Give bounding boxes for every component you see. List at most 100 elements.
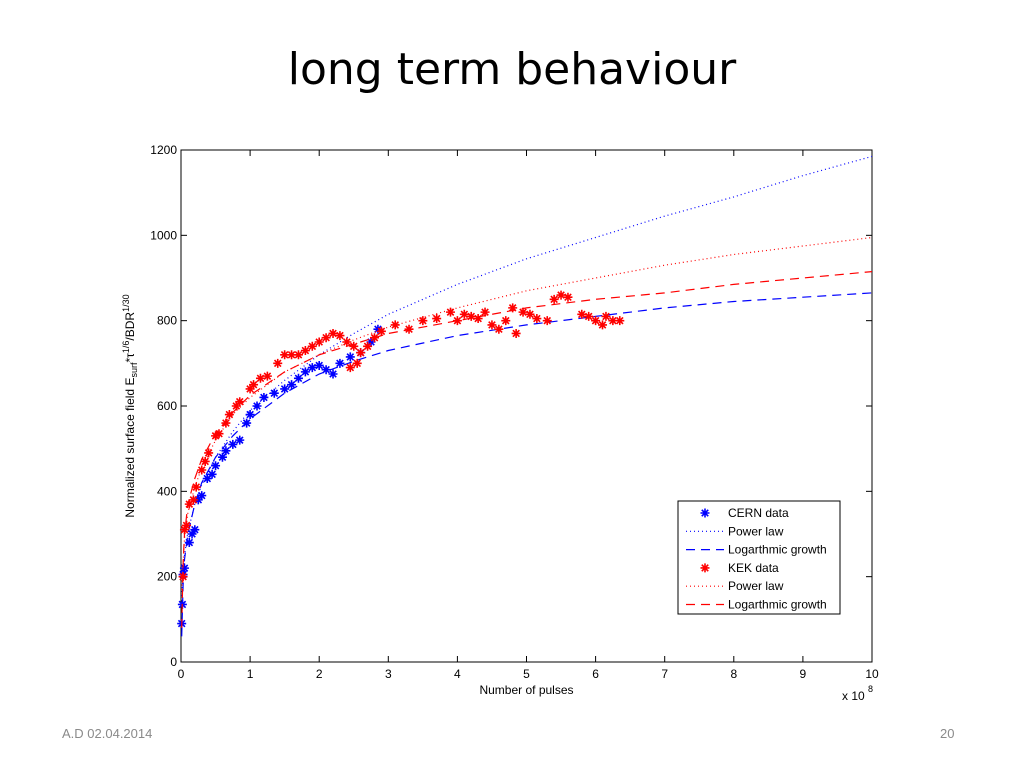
legend-swatch <box>700 508 710 518</box>
data-point <box>235 435 245 445</box>
y-axis-label: Normalized surface field Esurf*τ1/6/BDR1… <box>121 294 139 517</box>
data-point <box>494 324 504 334</box>
data-point <box>342 337 352 347</box>
data-point <box>556 290 566 300</box>
data-point <box>598 320 608 330</box>
data-point <box>217 452 227 462</box>
data-point <box>321 365 331 375</box>
series-1 <box>181 155 873 596</box>
series-line <box>181 271 873 628</box>
data-point <box>376 326 386 336</box>
data-point <box>356 348 366 358</box>
data-point <box>314 360 324 370</box>
data-point <box>418 316 428 326</box>
data-point <box>280 350 290 360</box>
data-point <box>221 418 231 428</box>
data-point <box>252 401 262 411</box>
legend-label: Logarthmic growth <box>728 543 827 557</box>
data-point <box>224 410 234 420</box>
x-axis-label: Number of pulses <box>479 683 573 697</box>
data-point <box>525 309 535 319</box>
legend-item: KEK data <box>700 561 779 575</box>
data-point <box>249 380 259 390</box>
data-point <box>245 410 255 420</box>
data-point <box>549 294 559 304</box>
data-point <box>328 369 338 379</box>
data-point <box>321 333 331 343</box>
legend-swatch <box>700 563 710 573</box>
data-point <box>345 363 355 373</box>
legend-label: KEK data <box>728 561 779 575</box>
x-tick-label: 8 <box>730 667 737 681</box>
x-tick-label: 2 <box>316 667 323 681</box>
data-point <box>563 292 573 302</box>
y-tick-label: 1200 <box>150 143 177 157</box>
x-multiplier: x 10 <box>842 689 865 703</box>
series-5 <box>181 271 873 628</box>
legend-item: Power law <box>686 579 784 593</box>
data-point <box>245 384 255 394</box>
y-tick-label: 1000 <box>150 228 177 242</box>
x-tick-label: 6 <box>592 667 599 681</box>
data-point <box>608 316 618 326</box>
y-tick-label: 200 <box>157 570 177 584</box>
data-point <box>542 316 552 326</box>
data-point <box>262 371 272 381</box>
data-point <box>211 431 221 441</box>
data-point <box>193 495 203 505</box>
data-point <box>466 311 476 321</box>
data-point <box>501 316 511 326</box>
data-point <box>280 384 290 394</box>
data-point <box>487 320 497 330</box>
data-point <box>615 316 625 326</box>
legend-label: CERN data <box>728 506 789 520</box>
data-point <box>508 303 518 313</box>
data-point <box>307 363 317 373</box>
y-label-sub: surf <box>129 362 139 378</box>
data-point <box>235 397 245 407</box>
slide-title: long term behaviour <box>287 44 737 95</box>
series-layer <box>177 155 873 637</box>
data-point <box>287 380 297 390</box>
data-point <box>363 341 373 351</box>
data-point <box>445 307 455 317</box>
page-number: 20 <box>940 726 955 741</box>
y-label-sup1: 1/6 <box>121 341 131 354</box>
y-label-main: Normalized surface field E <box>123 378 137 518</box>
data-point <box>511 328 521 338</box>
data-point <box>228 439 238 449</box>
data-point <box>577 309 587 319</box>
x-tick-label: 3 <box>385 667 392 681</box>
legend-item: CERN data <box>700 506 789 520</box>
data-point <box>287 350 297 360</box>
data-point <box>307 341 317 351</box>
data-point <box>293 373 303 383</box>
footer-date: A.D 02.04.2014 <box>62 726 153 741</box>
data-point <box>390 320 400 330</box>
legend: CERN data Power law Logarthmic growth KEK d… <box>677 500 841 615</box>
data-point <box>269 388 279 398</box>
data-point <box>452 316 462 326</box>
axes: 0 1 2 3 4 5 6 7 8 9 10 0 200 400 600 800 1000 1200 Number … <box>121 143 879 703</box>
data-point <box>349 341 359 351</box>
legend-label: Logarthmic growth <box>728 598 827 612</box>
data-point <box>432 314 442 324</box>
data-point <box>366 337 376 347</box>
data-point <box>255 373 265 383</box>
x-tick-label: 4 <box>454 667 461 681</box>
data-point <box>345 352 355 362</box>
y-tick-label: 600 <box>157 399 177 413</box>
data-point <box>191 482 201 492</box>
y-tick-label: 400 <box>157 484 177 498</box>
data-point <box>328 328 338 338</box>
data-point <box>480 307 490 317</box>
data-point <box>473 314 483 324</box>
legend-item: Logarthmic growth <box>686 543 827 557</box>
data-point <box>601 311 611 321</box>
data-point <box>300 346 310 356</box>
data-point <box>202 474 212 484</box>
x-tick-label: 5 <box>523 667 530 681</box>
y-label-bdr: /BDR <box>123 312 137 341</box>
data-point <box>532 314 542 324</box>
